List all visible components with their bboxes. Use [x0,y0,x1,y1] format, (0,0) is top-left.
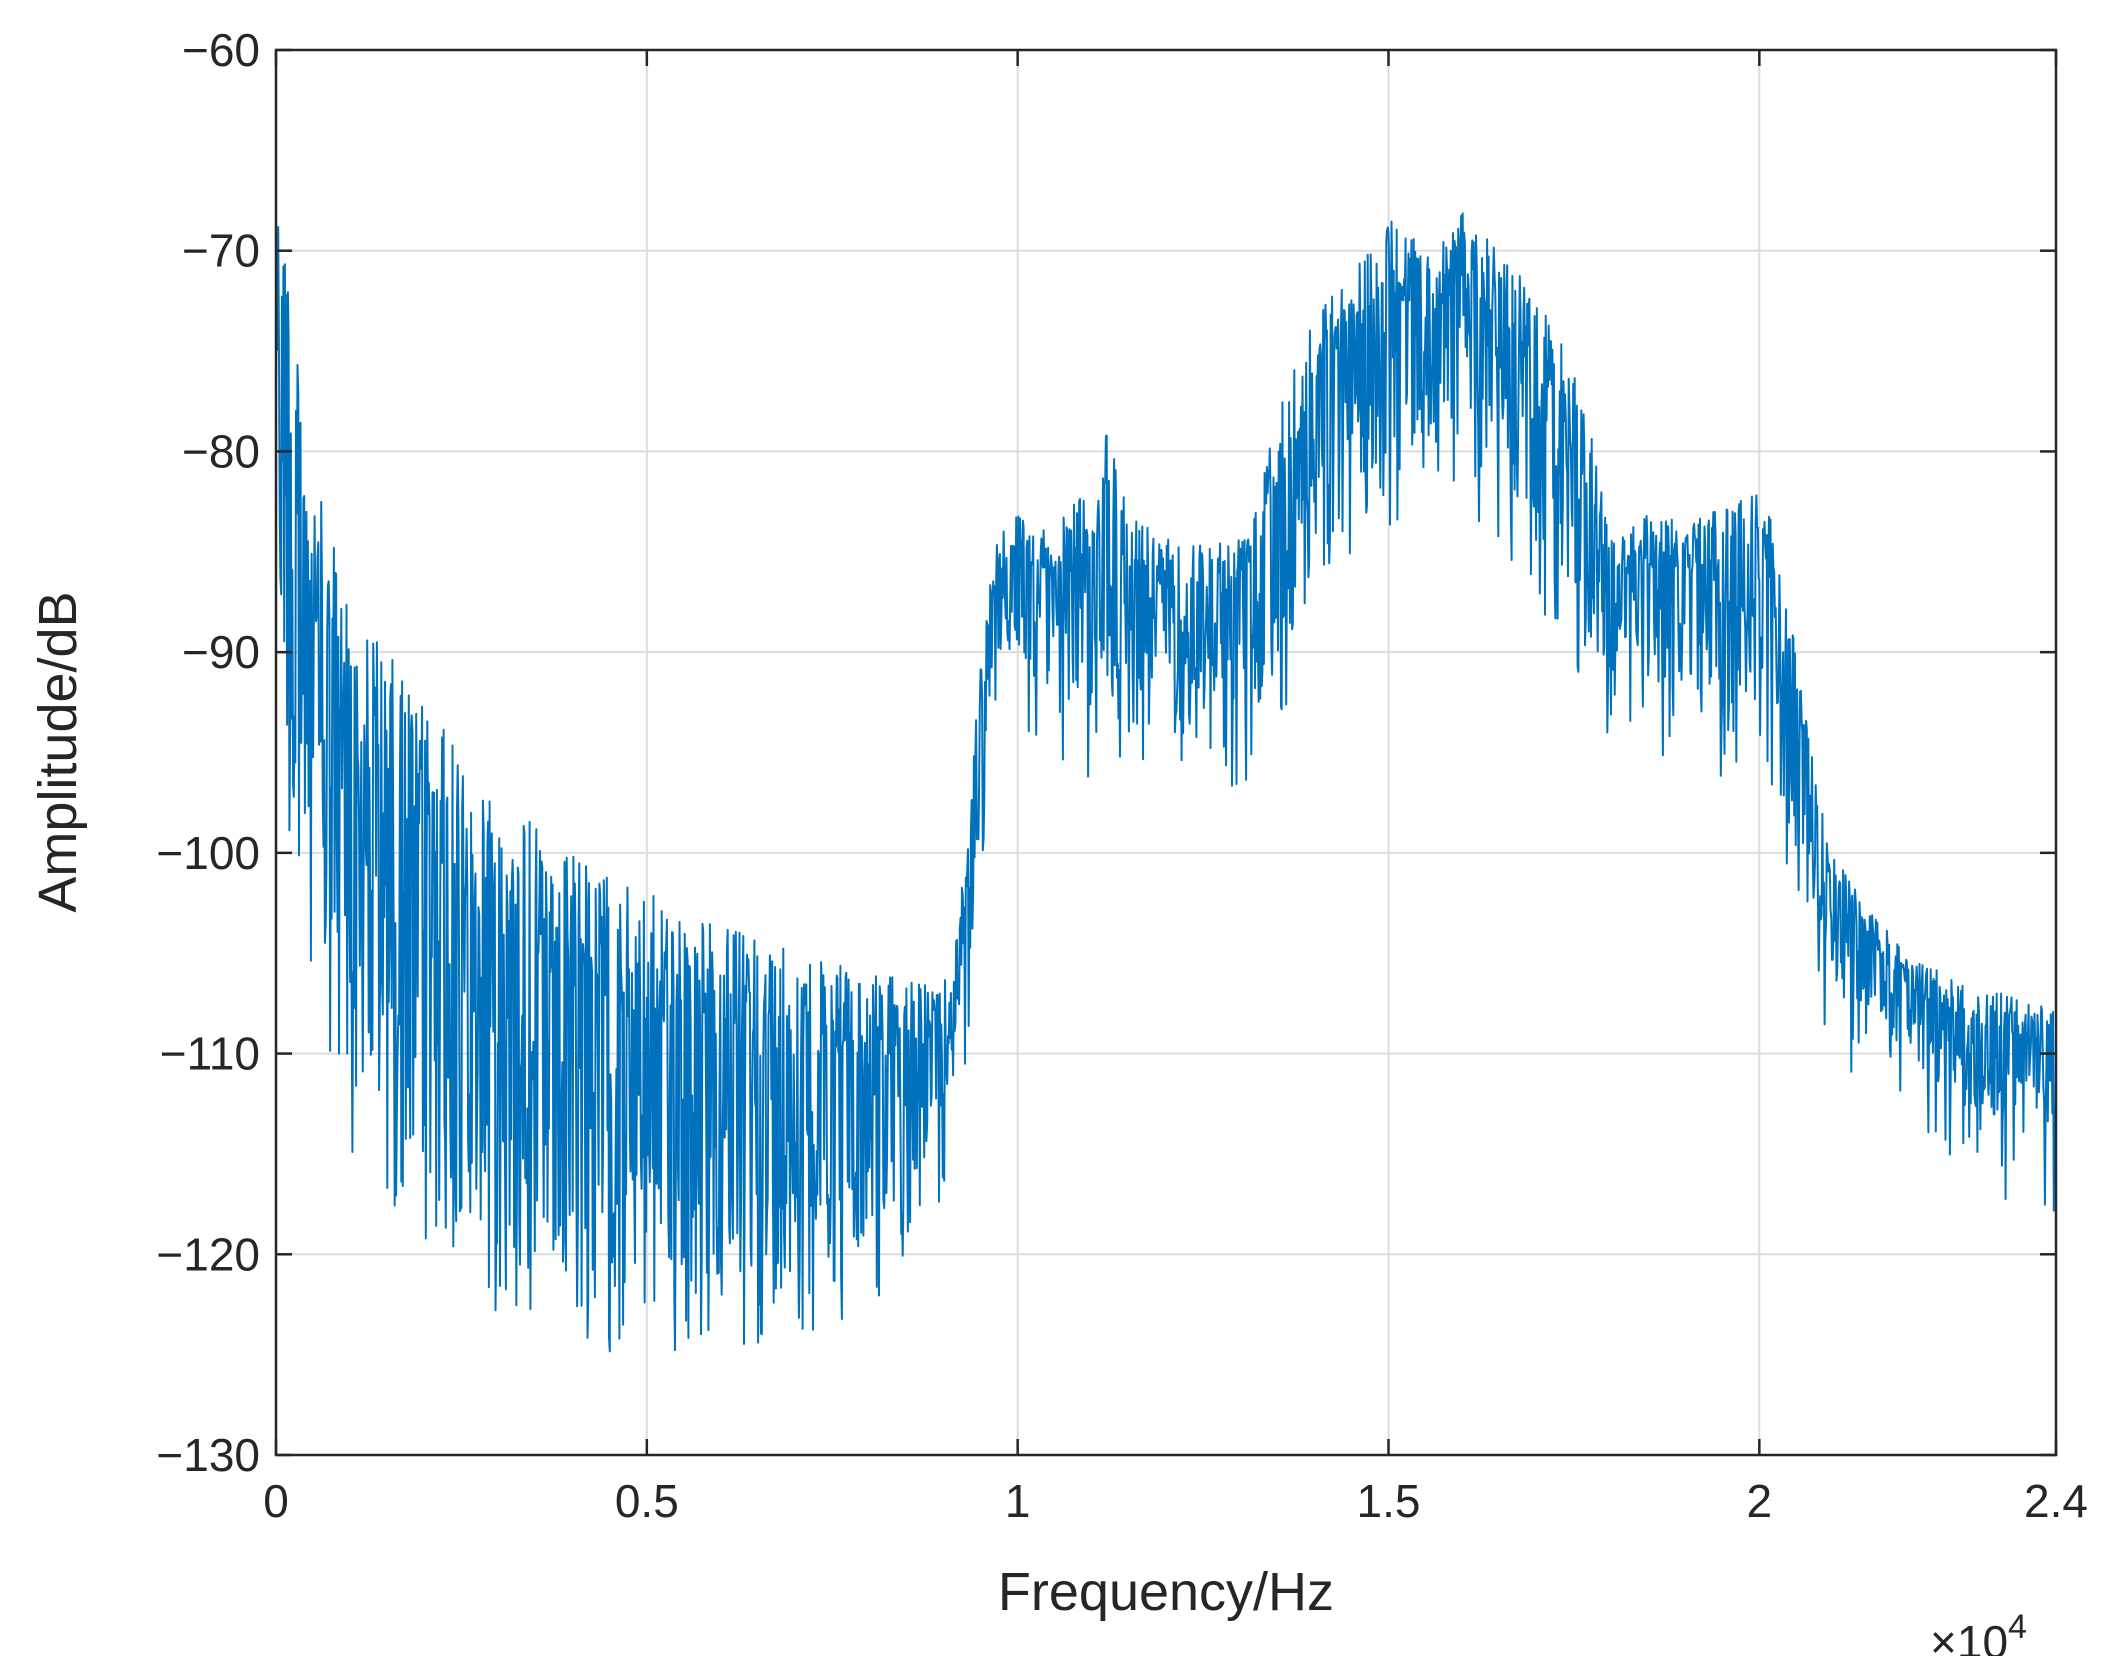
x-axis-exponent: ×104 [1930,1608,2027,1656]
x-tick-label: 1.5 [1357,1475,1421,1527]
x-tick-label: 2 [1747,1475,1773,1527]
axes-frame [274,48,2058,1457]
y-tick-label: −90 [182,626,260,678]
y-tick-label: −120 [156,1228,260,1280]
y-tick-label: −130 [156,1429,260,1481]
axis-ticks: 0 0.5 1 1.5 2 2.4 −60 −70 −80 −90 −100 −110 −120 −130 [156,24,2088,1527]
series-amplitude-spectrum [275,212,2057,1353]
x-tick-label: 0 [263,1475,289,1527]
y-tick-label: −100 [156,827,260,879]
y-tick-label: −60 [182,24,260,76]
x-tick-label: 1 [1005,1475,1031,1527]
x-axis-label: Frequency/Hz [998,1562,1334,1622]
y-tick-label: −110 [160,1028,260,1080]
x-exponent-power: 4 [2008,1608,2027,1646]
y-axis-label: Amplitude/dB [28,591,88,912]
y-tick-label: −80 [182,425,260,477]
x-tick-label: 0.5 [615,1475,679,1527]
x-tick-label: 2.4 [2024,1475,2088,1527]
x-exponent-base: ×10 [1930,1616,2008,1656]
series-line [275,212,2057,1353]
y-tick-label: −70 [182,225,260,277]
